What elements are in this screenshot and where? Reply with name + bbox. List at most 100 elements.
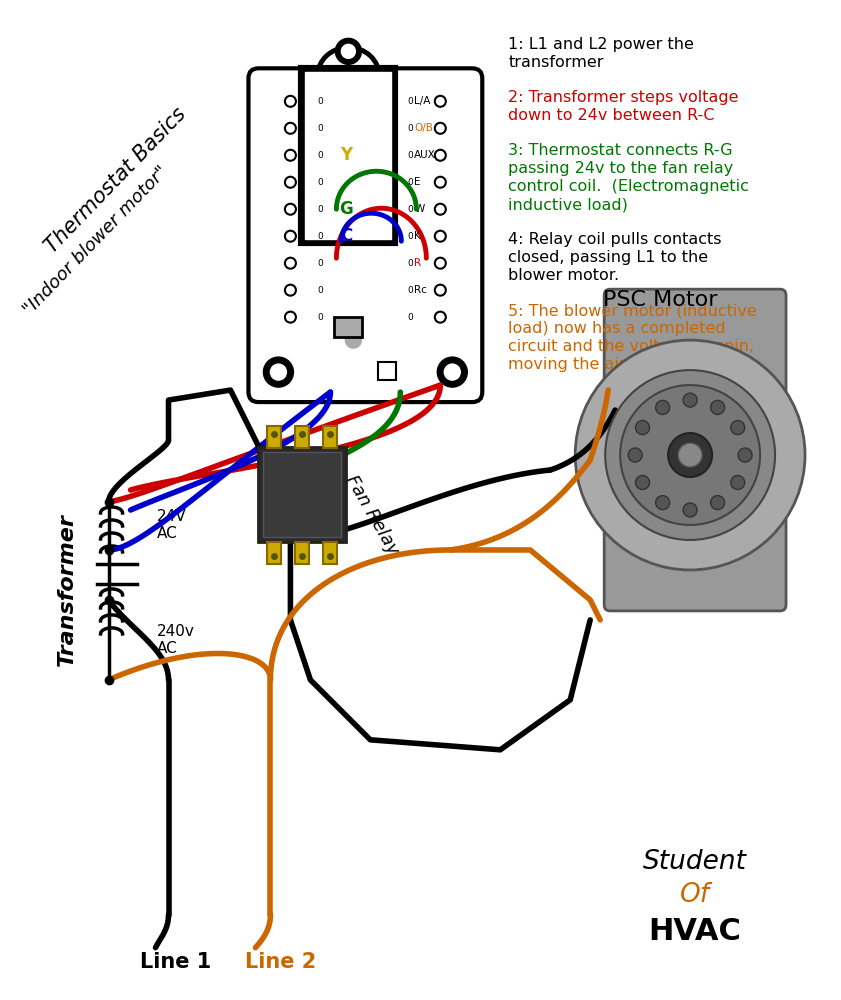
Circle shape: [435, 312, 446, 323]
Bar: [335, 317, 362, 337]
Circle shape: [271, 364, 287, 380]
Bar: [263, 452, 341, 537]
Text: 0: 0: [318, 232, 323, 241]
Text: 0: 0: [407, 124, 413, 133]
Bar: [324, 426, 337, 448]
Text: R: R: [415, 258, 421, 268]
Circle shape: [444, 364, 460, 380]
Text: L/A: L/A: [415, 96, 431, 106]
Text: Rc: Rc: [415, 285, 427, 295]
Text: load) now has a completed: load) now has a completed: [508, 321, 726, 336]
Text: Student: Student: [643, 849, 747, 875]
Text: 0: 0: [318, 259, 323, 268]
Bar: [295, 426, 309, 448]
Text: Fan Relay: Fan Relay: [342, 472, 402, 558]
Circle shape: [435, 150, 446, 161]
Text: 0: 0: [318, 97, 323, 106]
Circle shape: [711, 400, 725, 414]
Bar: [267, 542, 282, 564]
Text: transformer: transformer: [508, 55, 604, 70]
Circle shape: [620, 385, 760, 525]
Text: W: W: [415, 204, 425, 214]
Circle shape: [263, 357, 294, 387]
FancyBboxPatch shape: [248, 68, 482, 402]
Circle shape: [731, 421, 744, 435]
Circle shape: [346, 332, 362, 348]
Text: 0: 0: [407, 178, 413, 187]
Text: Transformer: Transformer: [56, 513, 77, 666]
Text: "Indoor blower motor": "Indoor blower motor": [19, 162, 172, 318]
Circle shape: [711, 496, 725, 510]
Text: Of: Of: [680, 882, 710, 908]
Text: 2: Transformer steps voltage: 2: Transformer steps voltage: [508, 90, 738, 105]
Text: 1: L1 and L2 power the: 1: L1 and L2 power the: [508, 37, 694, 52]
Text: 0: 0: [407, 232, 413, 241]
Text: 4: Relay coil pulls contacts: 4: Relay coil pulls contacts: [508, 232, 722, 247]
FancyBboxPatch shape: [604, 289, 786, 611]
FancyBboxPatch shape: [612, 427, 648, 483]
Text: AUX: AUX: [415, 150, 436, 160]
Text: 0: 0: [318, 205, 323, 214]
Text: PSC Motor: PSC Motor: [603, 290, 717, 310]
Text: 240v
AC: 240v AC: [156, 624, 194, 656]
Circle shape: [285, 204, 296, 215]
Text: 0: 0: [407, 259, 413, 268]
Text: blower motor.: blower motor.: [508, 268, 619, 283]
Circle shape: [435, 177, 446, 188]
Text: HVAC: HVAC: [648, 917, 742, 946]
Circle shape: [656, 400, 669, 414]
Bar: [378, 362, 396, 380]
Circle shape: [285, 96, 296, 107]
Text: C: C: [341, 227, 352, 245]
Circle shape: [341, 44, 356, 58]
Text: 5: The blower motor (inductive: 5: The blower motor (inductive: [508, 303, 757, 318]
Circle shape: [285, 177, 296, 188]
Circle shape: [285, 231, 296, 242]
Circle shape: [437, 357, 468, 387]
Text: O/B: O/B: [415, 123, 433, 133]
Circle shape: [435, 204, 446, 215]
Text: 0: 0: [318, 178, 323, 187]
Text: G: G: [340, 200, 353, 218]
Circle shape: [683, 393, 697, 407]
Circle shape: [628, 448, 643, 462]
Circle shape: [636, 421, 649, 435]
Text: 24V
AC: 24V AC: [156, 509, 186, 541]
Circle shape: [285, 285, 296, 296]
Bar: [258, 447, 346, 542]
Text: K: K: [415, 231, 421, 241]
Text: 0: 0: [407, 205, 413, 214]
Circle shape: [435, 96, 446, 107]
Circle shape: [683, 503, 697, 517]
Circle shape: [575, 340, 805, 570]
Bar: [267, 426, 282, 448]
Bar: [305, 72, 391, 239]
Text: 0: 0: [318, 151, 323, 160]
Circle shape: [606, 370, 775, 540]
Circle shape: [668, 433, 712, 477]
Circle shape: [336, 38, 362, 64]
Text: 0: 0: [407, 313, 413, 322]
Bar: [300, 67, 396, 244]
Text: Line 2: Line 2: [245, 952, 316, 972]
Circle shape: [636, 476, 649, 490]
Circle shape: [285, 312, 296, 323]
Text: E: E: [415, 177, 420, 187]
Text: 0: 0: [318, 124, 323, 133]
Text: Line 1: Line 1: [140, 952, 211, 972]
Circle shape: [435, 231, 446, 242]
Text: control coil.  (Electromagnetic: control coil. (Electromagnetic: [508, 179, 749, 194]
Text: 3: Thermostat connects R-G: 3: Thermostat connects R-G: [508, 143, 733, 158]
Text: 0: 0: [318, 313, 323, 322]
Circle shape: [285, 258, 296, 269]
Bar: [295, 542, 309, 564]
Circle shape: [435, 258, 446, 269]
Circle shape: [656, 496, 669, 510]
Circle shape: [285, 150, 296, 161]
Circle shape: [738, 448, 752, 462]
Circle shape: [435, 285, 446, 296]
Bar: [324, 542, 337, 564]
Text: moving the air: moving the air: [508, 357, 626, 372]
Circle shape: [435, 123, 446, 134]
Text: circuit and the voltage to spin,: circuit and the voltage to spin,: [508, 339, 754, 354]
